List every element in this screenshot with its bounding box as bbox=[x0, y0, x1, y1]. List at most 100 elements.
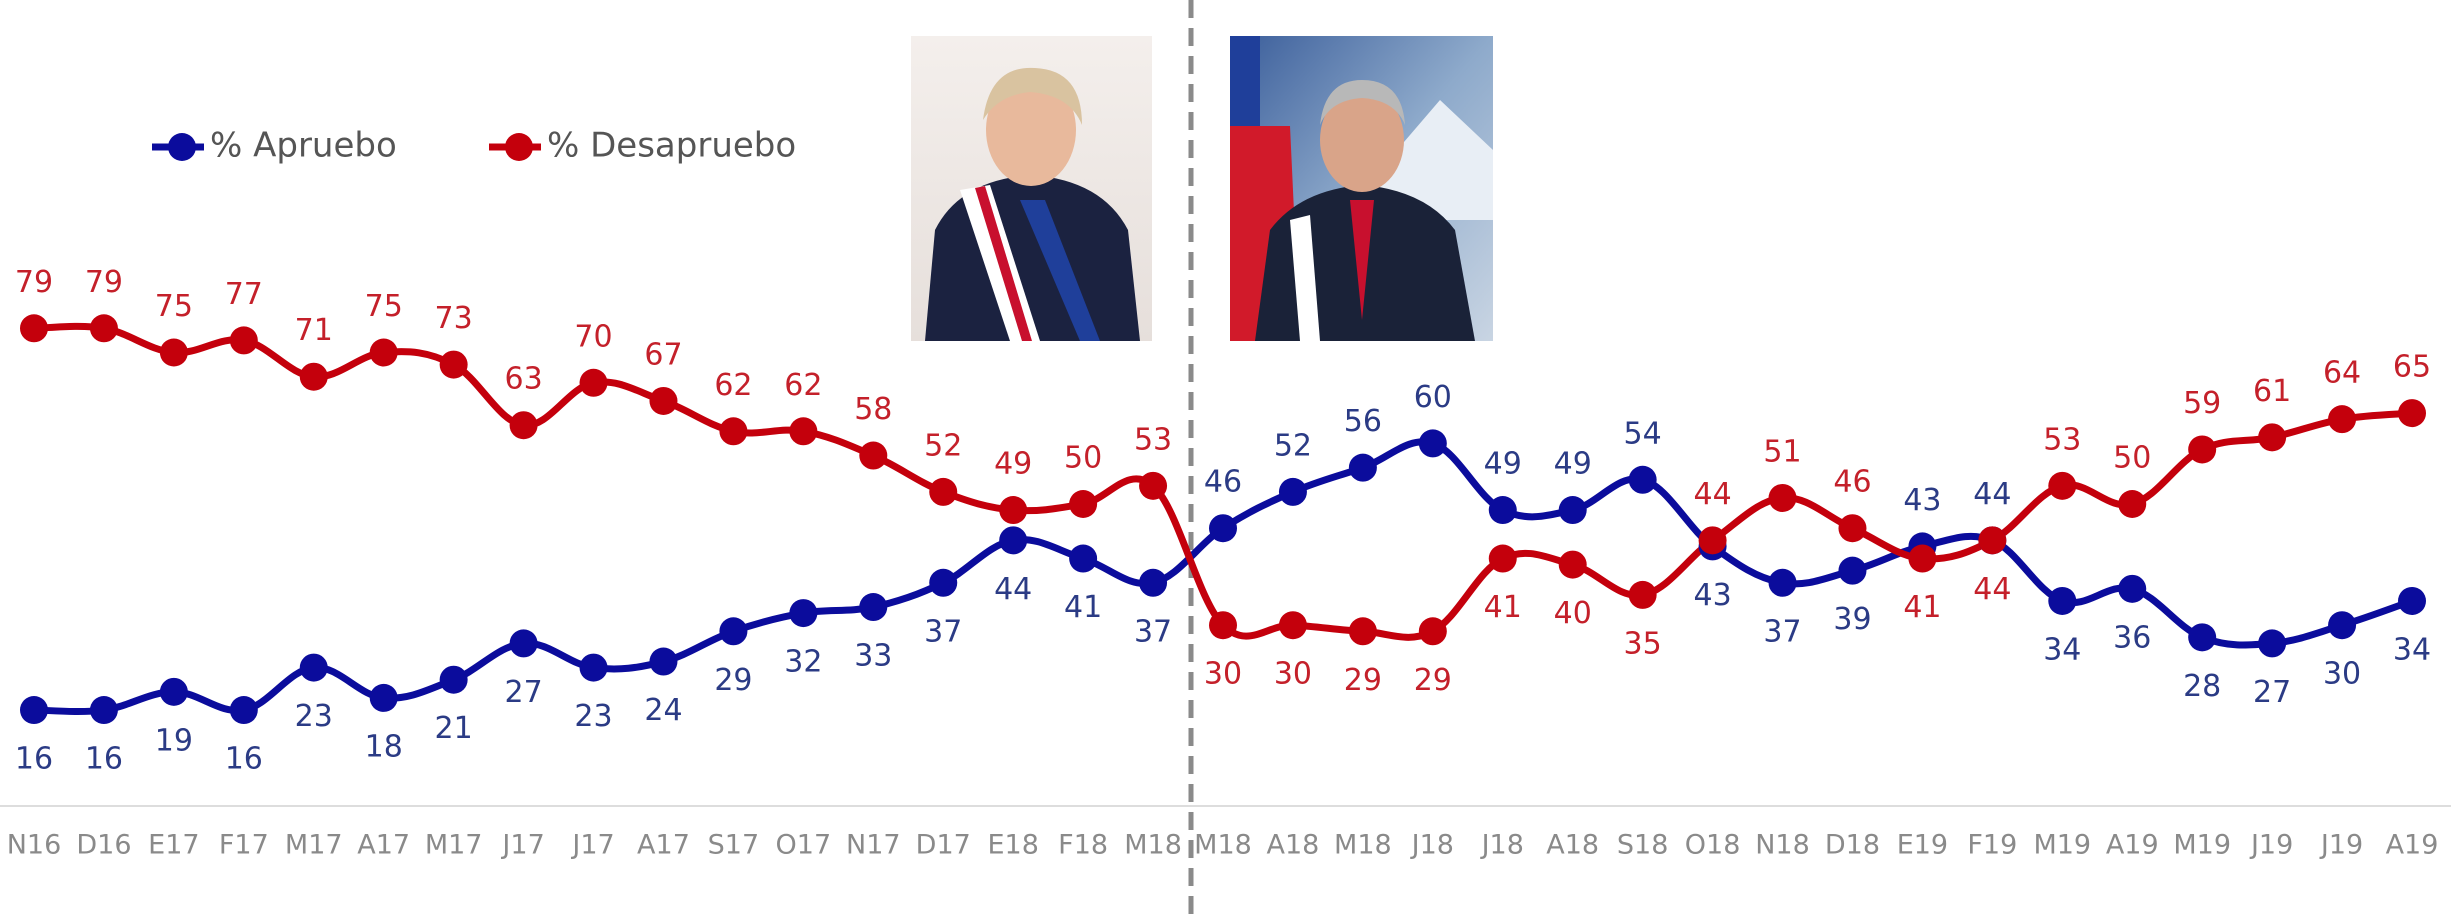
data-point bbox=[719, 417, 747, 445]
data-point bbox=[1279, 478, 1307, 506]
data-point bbox=[1908, 545, 1936, 573]
data-point bbox=[859, 593, 887, 621]
data-label: 64 bbox=[2323, 356, 2361, 391]
data-label: 41 bbox=[1064, 590, 1102, 625]
x-tick-label: A18 bbox=[1267, 830, 1320, 861]
data-label: 27 bbox=[504, 675, 542, 710]
data-point bbox=[2048, 472, 2076, 500]
data-label: 46 bbox=[1204, 465, 1242, 500]
x-tick-label: M19 bbox=[2173, 830, 2231, 861]
x-tick-label: S17 bbox=[708, 830, 760, 861]
data-point bbox=[1769, 484, 1797, 512]
data-label: 24 bbox=[644, 693, 682, 728]
data-label: 60 bbox=[1414, 380, 1452, 415]
legend-label: % Apruebo bbox=[210, 126, 397, 166]
data-label: 59 bbox=[2183, 386, 2221, 421]
data-label: 30 bbox=[1274, 657, 1312, 692]
data-point bbox=[1139, 472, 1167, 500]
data-label: 52 bbox=[924, 428, 962, 463]
data-point bbox=[1279, 611, 1307, 639]
data-point bbox=[2258, 629, 2286, 657]
data-label: 28 bbox=[2183, 669, 2221, 704]
data-label: 32 bbox=[784, 645, 822, 680]
data-point bbox=[1838, 557, 1866, 585]
data-point bbox=[230, 326, 258, 354]
data-label: 70 bbox=[574, 319, 612, 354]
data-label: 37 bbox=[924, 614, 962, 649]
data-label: 56 bbox=[1344, 404, 1382, 439]
x-tick-label: D16 bbox=[76, 830, 131, 861]
data-label: 50 bbox=[2113, 441, 2151, 476]
data-point bbox=[789, 599, 817, 627]
data-point bbox=[1209, 611, 1237, 639]
data-label: 61 bbox=[2253, 374, 2291, 409]
x-tick-label: E19 bbox=[1897, 830, 1948, 861]
x-tick-label: J17 bbox=[570, 830, 614, 861]
x-tick-label: A17 bbox=[637, 830, 690, 861]
x-tick-label: N16 bbox=[7, 830, 62, 861]
data-point bbox=[2188, 623, 2216, 651]
data-point bbox=[510, 411, 538, 439]
x-tick-label: J17 bbox=[500, 830, 544, 861]
data-point bbox=[370, 684, 398, 712]
data-label: 79 bbox=[15, 265, 53, 300]
data-label: 67 bbox=[644, 337, 682, 372]
data-label: 77 bbox=[225, 277, 263, 312]
data-point bbox=[90, 696, 118, 724]
data-label: 63 bbox=[504, 362, 542, 397]
data-point bbox=[1699, 526, 1727, 554]
legend-marker bbox=[168, 133, 196, 161]
data-label: 44 bbox=[1973, 572, 2011, 607]
data-label: 79 bbox=[85, 265, 123, 300]
data-label: 49 bbox=[1554, 447, 1592, 482]
data-point bbox=[1069, 545, 1097, 573]
data-point bbox=[999, 526, 1027, 554]
data-label: 44 bbox=[1693, 477, 1731, 512]
data-point bbox=[2328, 611, 2356, 639]
x-tick-label: J19 bbox=[2249, 830, 2293, 861]
x-tick-label: N18 bbox=[1755, 830, 1810, 861]
data-label: 16 bbox=[225, 742, 263, 777]
data-point bbox=[20, 696, 48, 724]
data-label: 51 bbox=[1763, 434, 1801, 469]
data-label: 49 bbox=[994, 447, 1032, 482]
photo-left bbox=[911, 36, 1152, 341]
x-tick-label: D18 bbox=[1825, 830, 1880, 861]
data-label: 30 bbox=[2323, 657, 2361, 692]
data-label: 34 bbox=[2393, 632, 2431, 667]
data-point bbox=[2118, 490, 2146, 518]
data-label: 30 bbox=[1204, 657, 1242, 692]
data-point bbox=[440, 351, 468, 379]
data-label: 29 bbox=[714, 663, 752, 698]
data-point bbox=[440, 666, 468, 694]
x-tick-label: F17 bbox=[219, 830, 269, 861]
data-point bbox=[1139, 569, 1167, 597]
data-label: 50 bbox=[1064, 441, 1102, 476]
data-label: 71 bbox=[295, 313, 333, 348]
x-tick-label: E17 bbox=[148, 830, 199, 861]
data-point bbox=[1419, 429, 1447, 457]
data-label: 73 bbox=[435, 301, 473, 336]
data-point bbox=[2398, 399, 2426, 427]
data-point bbox=[2188, 435, 2216, 463]
data-point bbox=[1069, 490, 1097, 518]
x-tick-label: J19 bbox=[2319, 830, 2363, 861]
data-label: 41 bbox=[1484, 590, 1522, 625]
data-point bbox=[789, 417, 817, 445]
data-point bbox=[2398, 587, 2426, 615]
legend-item: % Apruebo bbox=[152, 126, 397, 166]
data-point bbox=[20, 314, 48, 342]
data-label: 36 bbox=[2113, 620, 2151, 655]
data-label: 19 bbox=[155, 723, 193, 758]
data-label: 41 bbox=[1903, 590, 1941, 625]
legend-label: % Desapruebo bbox=[547, 126, 796, 166]
data-label: 75 bbox=[365, 289, 403, 324]
data-label: 62 bbox=[784, 368, 822, 403]
x-tick-label: M18 bbox=[1124, 830, 1182, 861]
data-point bbox=[90, 314, 118, 342]
data-label: 16 bbox=[85, 742, 123, 777]
data-label: 46 bbox=[1833, 465, 1871, 500]
data-label: 53 bbox=[1134, 422, 1172, 457]
data-point bbox=[2328, 405, 2356, 433]
data-label: 58 bbox=[854, 392, 892, 427]
